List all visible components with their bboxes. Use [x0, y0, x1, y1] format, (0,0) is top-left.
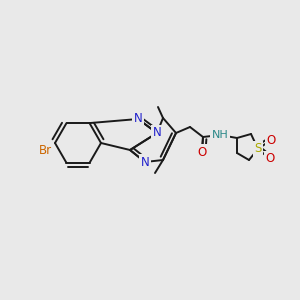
Text: N: N: [153, 127, 161, 140]
Text: S: S: [254, 142, 262, 155]
Text: O: O: [266, 152, 274, 166]
Text: O: O: [197, 146, 207, 158]
Text: NH: NH: [212, 130, 228, 140]
Text: N: N: [134, 112, 142, 125]
Text: O: O: [266, 134, 276, 146]
Text: Br: Br: [38, 143, 52, 157]
Text: N: N: [141, 155, 149, 169]
